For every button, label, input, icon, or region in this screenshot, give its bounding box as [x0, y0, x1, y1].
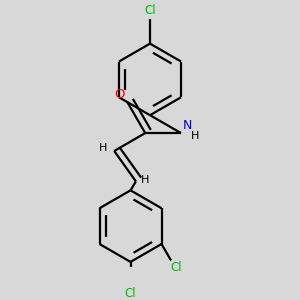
Text: Cl: Cl [144, 4, 156, 17]
Text: H: H [99, 143, 107, 153]
Text: H: H [190, 131, 199, 141]
Text: Cl: Cl [125, 286, 136, 300]
Text: Cl: Cl [170, 261, 182, 274]
Text: N: N [182, 119, 192, 132]
Text: H: H [141, 175, 149, 185]
Text: O: O [115, 88, 125, 101]
